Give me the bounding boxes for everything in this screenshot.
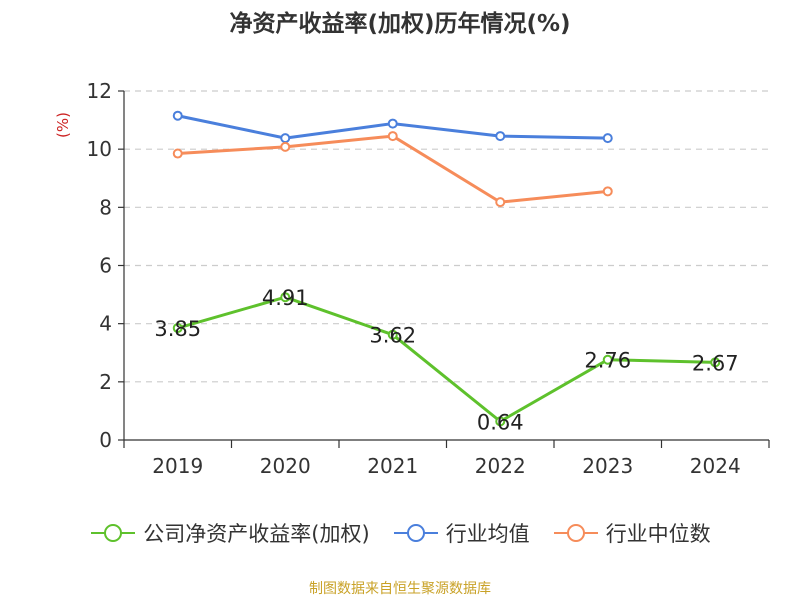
legend-swatch-icon <box>553 524 598 542</box>
x-tick-label: 2023 <box>582 454 633 478</box>
legend-item[interactable]: 公司净资产收益率(加权) <box>89 518 370 548</box>
data-point <box>387 329 398 340</box>
legend-item[interactable]: 行业均值 <box>392 518 530 548</box>
legend-label: 行业均值 <box>445 522 530 546</box>
data-label: 4.91 <box>262 286 309 310</box>
y-tick-label: 8 <box>99 195 112 219</box>
y-tick-label: 6 <box>99 254 112 278</box>
legend-item[interactable]: 行业中位数 <box>552 518 711 548</box>
data-point <box>602 186 613 197</box>
series <box>172 110 721 427</box>
x-tick-label: 2024 <box>690 454 741 478</box>
data-point <box>280 141 291 152</box>
x-tick-label: 2021 <box>367 454 418 478</box>
data-point <box>172 148 183 159</box>
source-note: 制图数据来自恒生聚源数据库 <box>309 581 491 597</box>
legend-label: 公司净资产收益率(加权) <box>143 522 370 546</box>
legend-swatch-icon <box>393 524 438 542</box>
legend-swatch-icon <box>91 524 136 542</box>
data-label: 3.62 <box>369 324 416 348</box>
axes: 0 2 4 6 8 10 12 2019 2020 2021 2022 2023 2024 <box>87 79 770 478</box>
x-tick-label: 2020 <box>260 454 311 478</box>
gridlines <box>124 90 769 383</box>
series-line <box>177 134 608 204</box>
data-point <box>602 133 613 144</box>
data-label: 2.67 <box>692 351 739 375</box>
y-tick-label: 2 <box>99 370 112 394</box>
data-point <box>172 110 183 121</box>
data-point <box>495 197 506 208</box>
data-point <box>172 323 183 334</box>
data-point <box>280 292 291 303</box>
data-labels: 3.85 4.91 3.62 0.64 2.76 2.67 <box>154 286 738 434</box>
data-point <box>387 118 398 129</box>
data-point <box>602 354 613 365</box>
legend-label: 行业中位数 <box>605 522 711 546</box>
x-tick-label: 2019 <box>152 454 203 478</box>
x-tick-label: 2022 <box>475 454 526 478</box>
data-point <box>495 131 506 142</box>
data-label: 2.76 <box>584 349 631 373</box>
data-point <box>710 357 721 368</box>
data-label: 0.64 <box>477 410 524 434</box>
data-point <box>280 133 291 144</box>
data-point <box>387 131 398 142</box>
y-tick-label: 12 <box>87 79 112 103</box>
legend: 公司净资产收益率(加权) 行业均值 行业中位数 <box>0 518 800 548</box>
data-point <box>495 416 506 427</box>
data-label: 3.85 <box>154 317 201 341</box>
y-tick-label: 4 <box>99 312 112 336</box>
chart-title: 净资产收益率(加权)历年情况(%) <box>229 11 571 37</box>
series-line <box>177 295 716 423</box>
y-axis-label: (%) <box>54 112 72 138</box>
y-tick-label: 0 <box>99 428 112 452</box>
y-tick-label: 10 <box>87 137 112 161</box>
